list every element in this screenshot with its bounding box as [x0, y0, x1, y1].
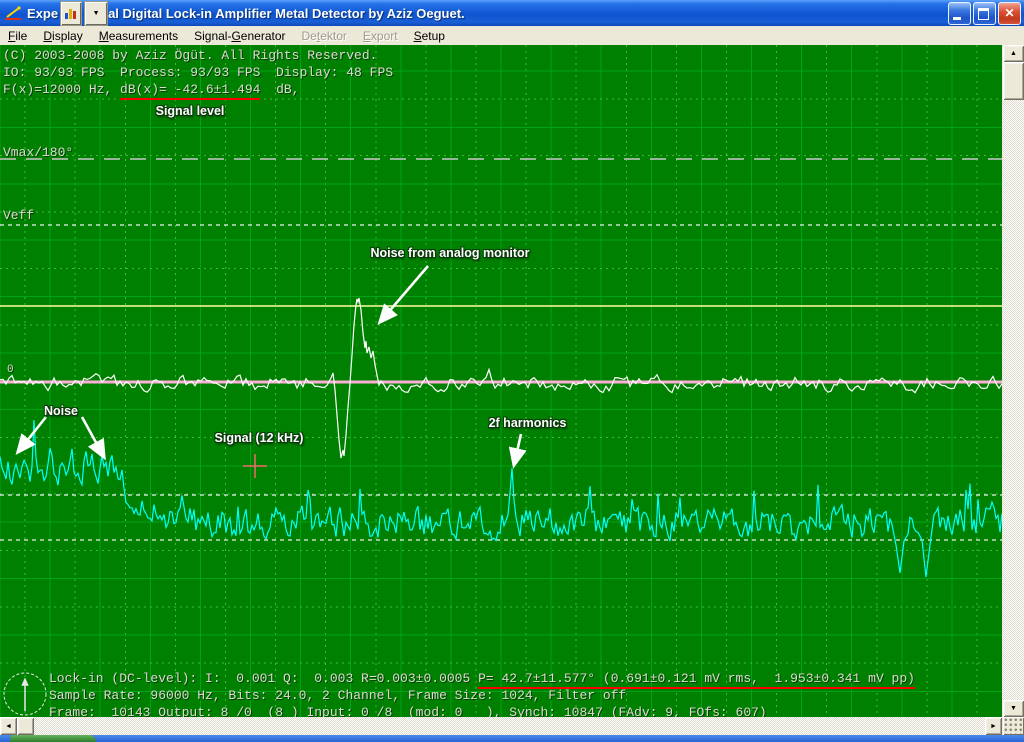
menu-item-export: Export — [362, 28, 398, 43]
annotation-noise-monitor: Noise from analog monitor — [370, 246, 530, 260]
scroll-right-button[interactable] — [985, 717, 1002, 735]
menu-item-display[interactable]: Display — [43, 28, 83, 43]
menu-item-signal-generator[interactable]: Signal-Generator — [194, 28, 286, 43]
copyright-line: (C) 2003-2008 by Aziz Ögüt. All Rights R… — [3, 48, 378, 63]
window-title-left: Expe — [27, 5, 59, 21]
window-title-right: al Digital Lock-in Amplifier Metal Detec… — [108, 5, 465, 21]
vertical-scrollbar[interactable] — [1003, 45, 1024, 717]
menu-item-setup[interactable]: Setup — [413, 28, 445, 43]
horizontal-scrollbar[interactable] — [0, 717, 1002, 735]
arrow-noise-monitor — [377, 265, 429, 325]
vmax-label: Vmax/180° — [3, 145, 74, 160]
annotation-signal-level: Signal level — [155, 104, 225, 118]
scroll-up-button[interactable] — [1003, 45, 1024, 62]
oscilloscope-display[interactable]: (C) 2003-2008 by Aziz Ögüt. All Rights R… — [0, 45, 1002, 717]
arrow-harmonics — [508, 433, 527, 469]
annotation-noise: Noise — [43, 404, 79, 418]
menu-item-measurements[interactable]: Measurements — [98, 28, 179, 43]
lockin-output-trace — [0, 420, 1002, 578]
scope-level-lines — [0, 158, 1002, 541]
zero-label: 0 — [7, 364, 14, 376]
analog-monitor-trace — [0, 297, 1002, 459]
menu-item-detektor: Detektor — [301, 28, 347, 43]
lockin-status-line: Lock-in (DC-level): I: 0.001 Q: 0.003 R=… — [49, 671, 915, 689]
phase-indicator — [3, 672, 47, 716]
scope-traces — [0, 297, 1002, 578]
frequency-post: dB, — [260, 82, 300, 97]
frequency-pre: F(x)=12000 Hz, — [3, 82, 121, 97]
maximize-button[interactable] — [973, 1, 996, 25]
db-readout-underlined: dB(x)= -42.6±1.494 — [120, 82, 261, 100]
annotation-signal: Signal (12 kHz) — [214, 431, 304, 445]
horizontal-scroll-thumb[interactable] — [17, 717, 34, 735]
tool-chart-icon — [65, 9, 77, 19]
scroll-left-button[interactable] — [0, 717, 17, 735]
annotation-arrows — [15, 265, 527, 469]
app-icon — [5, 6, 21, 20]
taskbar-edge[interactable] — [0, 735, 1024, 742]
close-button[interactable] — [998, 1, 1021, 25]
annotation-harmonics: 2f harmonics — [488, 416, 567, 430]
vertical-scroll-thumb[interactable] — [1003, 62, 1024, 100]
menu-bar: File Display Measurements Signal-Generator D… — [0, 26, 1024, 45]
scroll-down-button[interactable] — [1003, 700, 1024, 717]
menu-item-file[interactable]: File — [8, 28, 28, 43]
floating-tool-button[interactable] — [60, 0, 83, 26]
frequency-line: F(x)=12000 Hz, dB(x)= -42.6±1.494 dB, — [3, 82, 300, 100]
veff-label: Veff — [3, 208, 35, 223]
arrow-noise-right — [80, 416, 106, 461]
title-bar[interactable]: Expe al Digital Lock-in Amplifier Metal … — [0, 0, 1024, 26]
maximize-icon — [978, 7, 989, 20]
cursor-crosshair[interactable] — [243, 454, 267, 478]
start-button-edge[interactable] — [10, 735, 96, 742]
arrow-noise-left — [15, 416, 48, 456]
lockin-pre: Lock-in (DC-level): I: 0.001 Q: 0.003 R=… — [49, 671, 479, 686]
minimize-button[interactable] — [948, 1, 971, 25]
resize-grip[interactable] — [1003, 717, 1024, 735]
frame-status-line: Frame: 10143 Output: 8 /0 (8 ) Input: 0 … — [49, 705, 767, 717]
sample-status-line: Sample Rate: 96000 Hz, Bits: 24.0, 2 Cha… — [49, 688, 627, 703]
minimize-icon — [953, 16, 961, 20]
phase-circle — [3, 672, 47, 716]
lockin-underlined: P= 42.7±11.577° (0.691±0.121 mV rms, 1.9… — [478, 671, 915, 689]
fps-line: IO: 93/93 FPS Process: 93/93 FPS Display… — [3, 65, 394, 80]
toolbar-dropdown-button[interactable] — [84, 0, 109, 26]
scope-canvas[interactable] — [0, 45, 1002, 717]
